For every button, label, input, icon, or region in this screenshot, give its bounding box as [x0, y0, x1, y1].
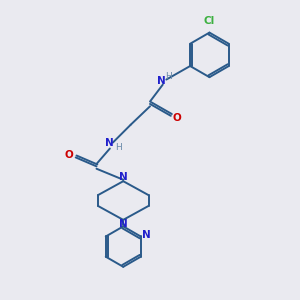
Text: N: N: [142, 230, 151, 240]
Text: N: N: [119, 219, 128, 229]
Text: O: O: [172, 113, 181, 123]
Text: N: N: [157, 76, 165, 86]
Text: Cl: Cl: [204, 16, 215, 26]
Text: O: O: [65, 150, 74, 160]
Text: N: N: [106, 138, 114, 148]
Text: H: H: [116, 143, 122, 152]
Text: N: N: [119, 172, 128, 182]
Text: H: H: [165, 72, 172, 81]
